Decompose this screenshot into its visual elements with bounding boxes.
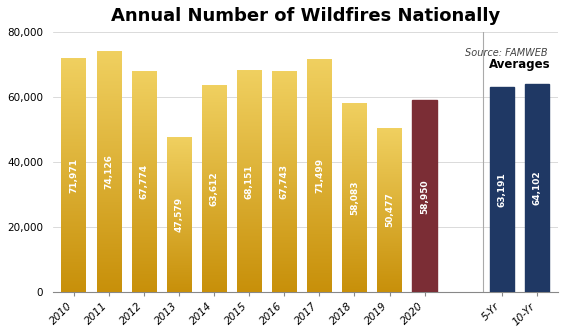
Bar [377,128,402,292]
Bar [167,137,192,292]
Text: 64,102: 64,102 [532,171,541,205]
Bar [272,72,297,292]
Text: 71,499: 71,499 [315,158,324,193]
Bar [237,70,262,292]
Title: Annual Number of Wildfires Nationally: Annual Number of Wildfires Nationally [111,7,500,25]
Text: 71,971: 71,971 [69,158,78,192]
Bar [307,60,332,292]
Bar [62,58,86,292]
Text: 63,191: 63,191 [497,172,506,207]
Text: 67,774: 67,774 [140,164,149,199]
Text: 68,151: 68,151 [245,164,254,199]
Text: 50,477: 50,477 [385,192,394,227]
Bar [490,87,514,292]
Bar [490,87,514,292]
Text: 58,950: 58,950 [420,179,429,213]
Bar [202,85,227,292]
Text: 67,743: 67,743 [280,164,289,199]
Text: 74,126: 74,126 [105,154,114,189]
Text: 47,579: 47,579 [175,197,184,232]
Text: Averages: Averages [489,58,550,71]
Text: 63,612: 63,612 [210,171,219,206]
Text: Source: FAMWEB: Source: FAMWEB [466,48,548,58]
Bar [525,84,549,292]
Text: 58,083: 58,083 [350,180,359,215]
Bar [525,84,549,292]
Bar [412,101,437,292]
Bar [97,51,121,292]
Bar [132,72,156,292]
Bar [342,103,367,292]
Bar [412,101,437,292]
